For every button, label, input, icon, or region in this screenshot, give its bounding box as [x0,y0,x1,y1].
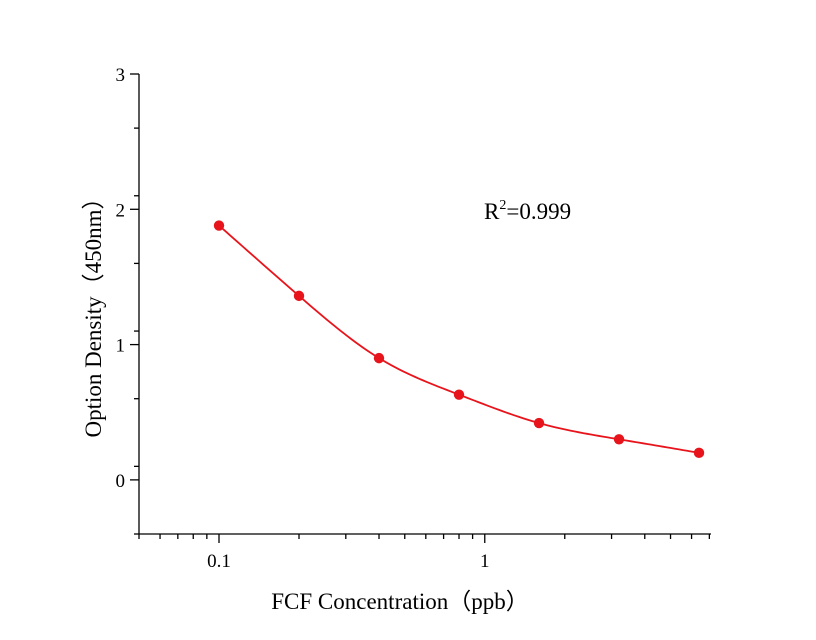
data-point [533,417,545,429]
x-axis-title: FCF Concentration（ppb） [271,589,528,614]
data-point [213,220,225,231]
x-tick-label: 1 [480,551,490,572]
y-tick-label: 0 [116,471,126,492]
axes [138,74,711,535]
r2-base: R [484,199,500,224]
y-tick-label: 2 [116,200,126,221]
y-tick-label: 1 [116,336,126,357]
x-tick-label: 0.1 [207,551,231,572]
data-point [453,389,465,400]
data-point [373,352,385,364]
data-point [693,447,705,459]
y-ticks: 0 1 2 3 [116,65,139,535]
x-ticks: 0.1 1 [138,534,711,572]
r-squared-annotation: R2=0.999 [484,198,571,224]
y-tick-label: 3 [116,65,126,86]
data-point [293,290,305,302]
series-layer [213,220,705,459]
r2-value: =0.999 [506,199,571,224]
r2-superscript: 2 [499,198,506,213]
data-point [613,434,625,445]
y-axis-title: Option Density（450nm） [81,186,106,437]
fit-curve [218,224,700,454]
